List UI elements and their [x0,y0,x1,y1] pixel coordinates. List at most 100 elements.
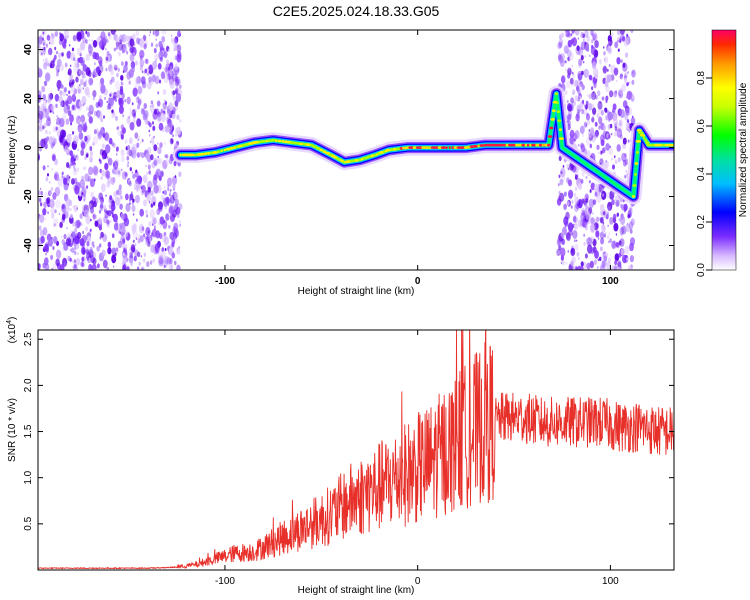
noise-speck [591,117,595,123]
noise-speck [173,222,179,232]
noise-speck [566,99,569,104]
noise-speck [163,189,167,196]
noise-speck [66,226,68,230]
noise-speck [88,104,94,115]
signal-hotspot [277,139,282,143]
noise-speck [38,197,42,203]
noise-speck [100,84,106,94]
noise-speck [177,200,180,204]
noise-speck [598,183,604,193]
noise-speck [574,130,580,139]
noise-speck [125,203,131,212]
noise-speck [151,183,154,188]
noise-speck [557,183,560,187]
noise-speck [154,225,156,228]
noise-speck [586,35,591,43]
noise-speck [598,58,602,65]
noise-speck [587,150,591,157]
snr-x-ticks: -100 0 100 [215,330,619,587]
noise-speck [583,38,585,42]
noise-speck [70,122,73,126]
noise-speck [86,106,89,111]
signal-hotspot [479,144,485,147]
noise-speck [620,59,623,64]
noise-speck [167,70,174,80]
noise-speck [569,129,575,139]
noise-speck [47,97,51,104]
noise-speck [603,163,606,167]
noise-speck [582,33,586,38]
noise-speck [115,146,119,152]
noise-speck [76,207,79,210]
noise-speck [572,264,576,270]
y-tick-label: -40 [23,238,34,253]
noise-speck [602,65,607,74]
noise-speck [124,171,128,178]
noise-speck [48,41,51,45]
noise-speck [129,110,134,118]
noise-speck [124,217,130,227]
noise-speck [62,40,67,49]
figure-title: C2E5.2025.024.18.33.G05 [273,3,440,19]
noise-speck [114,64,117,69]
noise-speck [614,259,618,266]
noise-speck [86,153,89,158]
noise-speck [174,198,180,207]
noise-speck [145,226,151,237]
signal-hotspot [430,146,437,150]
noise-speck [106,50,110,56]
noise-speck [105,47,107,51]
noise-speck [560,167,566,178]
signal-hotspot [524,143,528,147]
noise-speck [135,30,139,37]
noise-speck [40,49,43,53]
noise-speck [149,78,154,85]
noise-speck [162,220,168,230]
noise-speck [54,46,57,51]
noise-speck [140,189,143,193]
noise-speck [51,267,54,270]
noise-speck [45,176,49,182]
noise-speck [116,189,120,196]
noise-speck [92,257,97,265]
noise-speck [162,190,165,194]
noise-speck [149,260,153,265]
noise-speck [98,199,101,203]
noise-speck [84,166,87,171]
noise-speck [579,81,583,87]
noise-speck [621,215,625,221]
noise-speck [99,60,103,67]
noise-speck [49,199,55,209]
noise-speck [163,236,169,246]
noise-speck [153,157,159,167]
noise-speck [70,162,73,167]
noise-speck [573,222,579,230]
noise-speck [126,97,131,104]
noise-speck [628,129,631,133]
noise-speck [78,118,81,122]
noise-speck [105,194,107,197]
noise-speck [168,102,174,111]
noise-speck [154,75,160,85]
noise-speck [567,167,570,171]
noise-speck [590,236,594,242]
noise-speck [625,52,629,58]
noise-speck [118,51,121,57]
noise-speck [588,103,593,111]
noise-speck [107,157,113,166]
noise-speck [135,77,140,84]
noise-speck [139,235,144,243]
noise-speck [153,174,157,181]
noise-speck [618,87,624,96]
noise-speck [614,265,618,270]
noise-speck [586,262,591,270]
noise-speck [129,38,135,47]
noise-speck [78,132,84,140]
noise-speck [92,213,96,220]
y-tick-label: -20 [23,189,34,204]
noise-speck [558,244,562,251]
noise-speck [74,59,79,68]
noise-speck [45,263,50,270]
noise-speck [594,121,598,127]
noise-speck [131,109,136,117]
